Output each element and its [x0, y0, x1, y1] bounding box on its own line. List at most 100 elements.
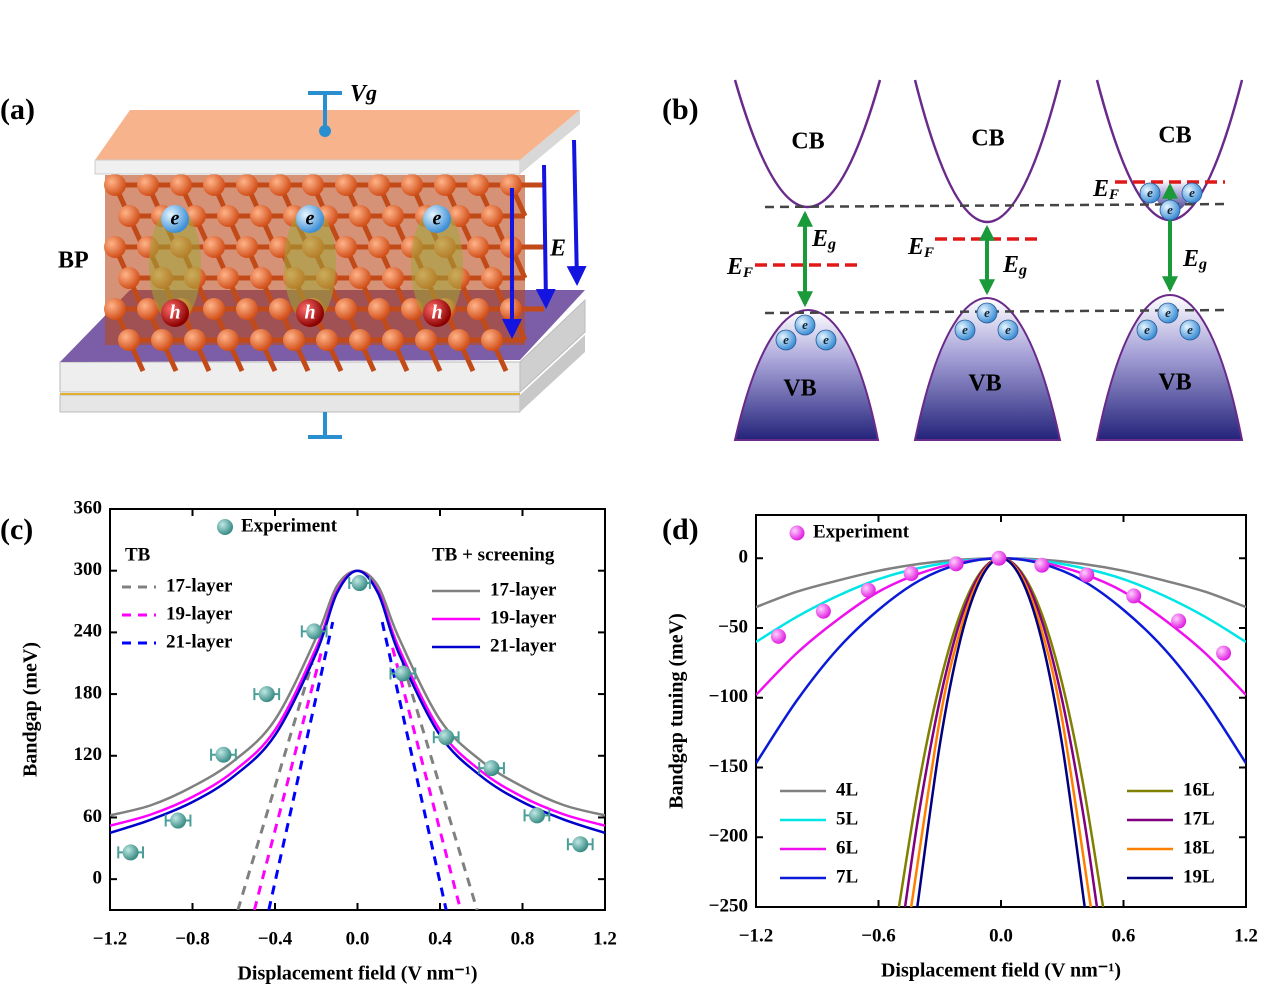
experiment-point	[903, 566, 919, 582]
atom	[118, 267, 140, 289]
top-gate-side	[520, 110, 580, 174]
atom	[335, 174, 357, 196]
y-tick-label: 180	[74, 682, 103, 703]
atom	[203, 236, 225, 258]
atom	[467, 174, 489, 196]
y-tick-label: 120	[74, 744, 103, 765]
legend-label: 19L	[1183, 866, 1215, 887]
y-tick-label: 0	[739, 547, 749, 568]
legend-marker	[217, 519, 233, 535]
exciton-cloud	[411, 207, 463, 323]
conduction-band	[733, 79, 882, 208]
legend-label: Experiment	[241, 515, 338, 536]
experiment-point	[122, 844, 139, 861]
legend-marker	[789, 525, 805, 541]
symbol: E	[1092, 176, 1109, 202]
atom	[217, 329, 239, 351]
x-tick-label: −1.2	[93, 928, 128, 949]
curve	[267, 621, 335, 910]
electron-label: e	[1187, 322, 1193, 337]
curve	[756, 556, 1246, 764]
legend-label: Experiment	[813, 521, 910, 542]
symbol: E	[811, 226, 828, 252]
top-gate-edge	[94, 159, 521, 175]
atom	[481, 267, 503, 289]
electron	[423, 205, 451, 233]
subscript: g	[365, 80, 377, 105]
x-axis-label: Displacement field (V nm⁻¹)	[237, 963, 477, 985]
band-diagram: CB CB CB VB VB VB Eg Eg Eg EF EF EF eeee…	[726, 79, 1244, 441]
x-tick-label: 1.2	[593, 928, 617, 949]
band-edge	[764, 202, 1231, 209]
atom	[368, 174, 390, 196]
atom	[481, 205, 503, 227]
electron-label: e	[1147, 185, 1153, 200]
electron	[954, 319, 976, 341]
legend-label: 21-layer	[166, 631, 233, 652]
gap-label: Eg	[1002, 252, 1027, 279]
charts: −1.2 −0.8 −0.4 0.0 0.4 0.8 1.2 0 60 120 180 240 300 3…	[20, 497, 1258, 984]
fermi-label: EF	[1092, 176, 1119, 204]
experiment-point	[351, 575, 368, 592]
electron	[1136, 319, 1158, 341]
legend-label: 17-layer	[166, 575, 233, 596]
experiment-point	[1034, 557, 1050, 573]
x-tick-label: 0.0	[989, 925, 1013, 946]
y-tick-label: 240	[74, 621, 103, 642]
experiment-point	[860, 582, 876, 598]
experiment-point	[306, 623, 323, 640]
plot-frame	[109, 508, 606, 911]
atom	[349, 205, 371, 227]
experiment-point	[770, 628, 786, 644]
gap-label: Eg	[811, 226, 836, 253]
atom	[236, 298, 258, 320]
electron	[976, 302, 998, 324]
atom	[467, 236, 489, 258]
atom	[349, 267, 371, 289]
atom	[137, 174, 159, 196]
curve	[897, 556, 1105, 907]
atom	[316, 329, 338, 351]
symbol: E	[1002, 252, 1019, 278]
legend-label: 18L	[1183, 837, 1215, 858]
legend-label: 4L	[836, 779, 858, 800]
electron	[815, 329, 837, 351]
chart: −1.2 −0.8 −0.4 0.0 0.4 0.8 1.2 0 60 120 180 240 300 3…	[20, 497, 617, 984]
substrate-front	[59, 394, 521, 413]
atom	[151, 329, 173, 351]
y-axis-label: Bandgap (meV)	[20, 642, 42, 777]
substrate-front	[59, 361, 521, 393]
electron-label: e	[1167, 202, 1173, 217]
experiment-point	[170, 812, 187, 829]
chart: −1.2 −0.6 0.0 0.6 1.2 −250 −200 −150 −100 −50 0 Dis…	[666, 514, 1258, 982]
experiment-point	[1216, 645, 1232, 661]
top-gate	[95, 110, 580, 160]
curve	[903, 556, 1099, 907]
substrate-side	[520, 335, 585, 412]
subscript: F	[923, 245, 934, 261]
atom	[118, 205, 140, 227]
fermi-label: EF	[726, 254, 753, 282]
atom	[269, 298, 291, 320]
hole-label: h	[304, 302, 315, 324]
atom	[104, 174, 126, 196]
experiment-point	[991, 550, 1007, 566]
subscript: F	[1108, 187, 1119, 203]
panel-label: (d)	[662, 513, 699, 546]
atom	[349, 329, 371, 351]
electron	[161, 205, 189, 233]
subscript: g	[1198, 256, 1207, 273]
electron	[794, 314, 816, 336]
experiment-point	[948, 556, 964, 572]
electron-label: e	[1165, 305, 1171, 320]
electron-label: e	[1144, 322, 1150, 337]
y-tick-label: −200	[709, 826, 748, 847]
atom	[203, 174, 225, 196]
field-arrow	[535, 164, 556, 309]
experiment-point	[258, 686, 275, 703]
electron-label: e	[306, 208, 315, 230]
y-tick-label: −50	[718, 616, 748, 637]
atom	[104, 236, 126, 258]
atom	[434, 174, 456, 196]
